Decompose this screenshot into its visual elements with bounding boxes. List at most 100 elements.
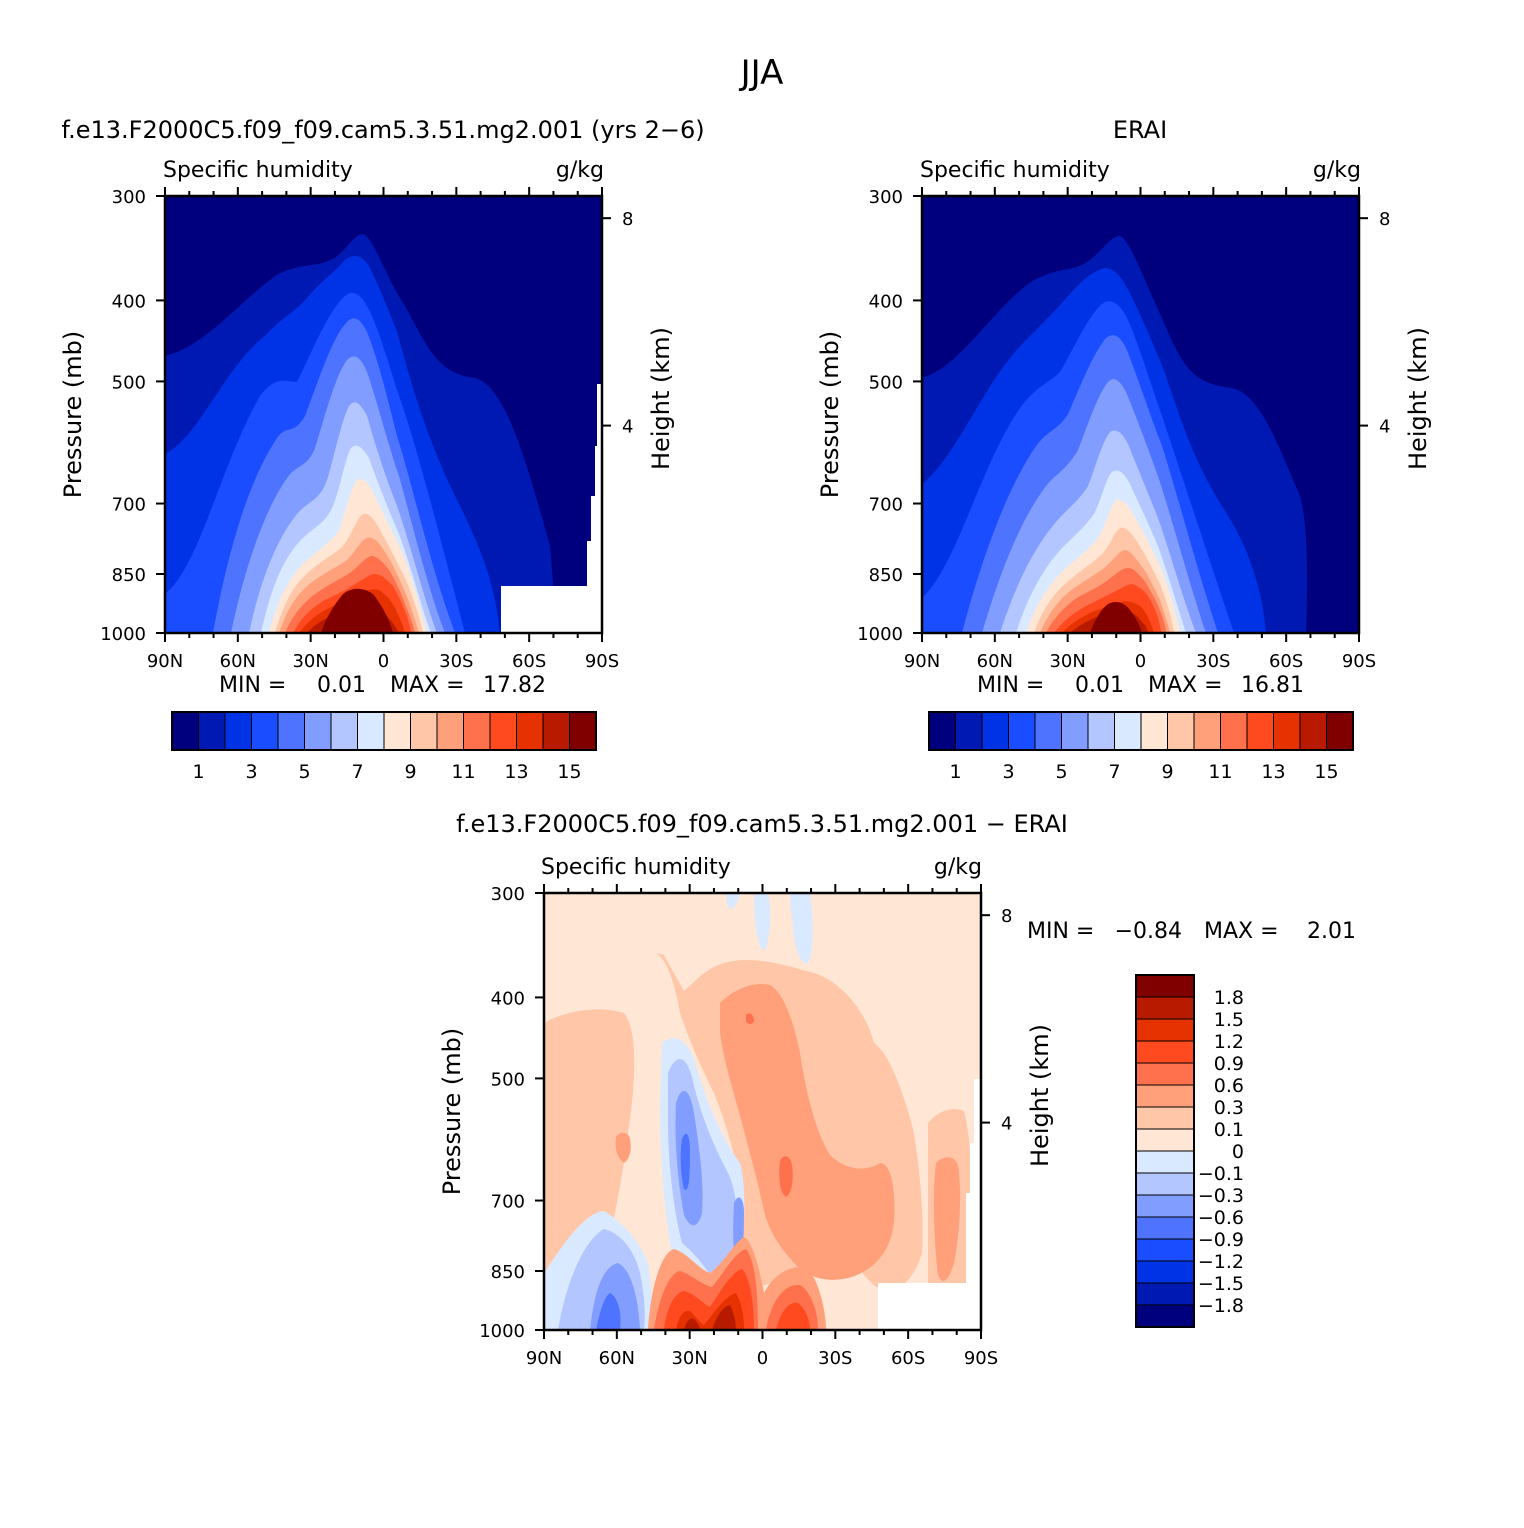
x-tick-label: 60S [891,1348,925,1369]
colorbar-swatch [1167,711,1195,751]
colorbar-swatch [1246,711,1274,751]
colorbar-frame [1135,974,1195,1328]
colorbar-swatch [1135,1238,1195,1262]
contour-band-level-15 [321,588,393,633]
colorbar-swatch [198,711,226,751]
y-tick-label: 1000 [479,1321,525,1342]
contour-band-level-1.5-low [712,1305,736,1330]
colorbar-swatch [955,711,983,751]
colorbar-frame [928,711,1354,751]
y-tick-label: 700 [112,495,146,516]
colorbar-erai: 1 3 5 7 9 11 13 15 [928,711,1354,783]
colorbar-label: 1 [949,761,961,783]
units-label: g/kg [934,855,982,880]
colorbar-swatch [410,711,438,751]
y-tick-label: 850 [869,565,903,586]
min-value: 0.01 [317,673,366,698]
colorbar-label: −1.8 [1198,1295,1244,1317]
x-tick-label: 60N [220,651,256,672]
x-tick-label: 60N [977,651,1013,672]
colorbar-swatch [277,711,305,751]
x-tick-label: 90N [904,651,940,672]
x-tick-label: 90N [526,1348,562,1369]
height-tick-label: 8 [1001,906,1012,927]
min-value: −0.84 [1115,919,1182,944]
panel-title-difference: f.e13.F2000C5.f09_f09.cam5.3.51.mg2.001 … [456,810,1068,838]
colorbar-label: 1.8 [1214,987,1244,1009]
y-tick-label: 500 [869,372,903,393]
y-tick-label: 300 [112,187,146,208]
max-label: MAX = [390,673,465,698]
figure-title: JJA [739,53,784,93]
colorbar-swatch [251,711,279,751]
y-tick-label: 700 [869,495,903,516]
colorbar-swatch [981,711,1009,751]
colorbar-label: 11 [451,761,475,783]
y-axis-label-right: Height (km) [1404,327,1432,470]
contour-band-level-0 [726,893,740,909]
colorbar-label: 0.1 [1214,1119,1244,1141]
x-tick-label: 30N [292,651,328,672]
colorbar-swatch [1135,1084,1195,1108]
colorbar-swatch [1135,1150,1195,1174]
colorbar-label: 0 [1232,1141,1244,1163]
contour-band-level-0 [754,893,771,950]
colorbar-label: −0.6 [1198,1207,1244,1229]
y-axis-label: Pressure (mb) [438,1028,466,1195]
colorbar-swatch [1193,711,1221,751]
y-axis-label: Pressure (mb) [816,331,844,498]
x-tick-label: 0 [1135,651,1146,672]
axes-erai: 90N 60N 30N 0 30S 60S 90S 300 400 500 700 850 1000 8 4… [816,187,1432,672]
colorbar-swatch [1299,711,1327,751]
missing-data-region [501,384,602,633]
colorbar-swatch [542,711,570,751]
colorbar-label: 13 [1261,761,1285,783]
min-label: MIN = [219,673,286,698]
colorbar-swatch [516,711,544,751]
height-tick-label: 4 [622,417,633,438]
colorbar-swatch [330,711,358,751]
contour-band-level-0.6 [779,1156,793,1197]
x-tick-label: 60S [512,651,546,672]
colorbar-swatch [1135,1216,1195,1240]
colorbar-label: 1.2 [1214,1031,1244,1053]
colorbar-swatch [569,711,597,751]
colorbar-swatch [1135,1260,1195,1284]
missing-data-region [878,1079,981,1330]
axes-model: 90N 60N 30N 0 30S 60S 90S 300 400 500 700 850 1000 8 4… [59,187,675,672]
variable-label: Specific humidity [920,158,1110,183]
x-tick-label: 30S [1196,651,1230,672]
colorbar-label: −0.9 [1198,1229,1244,1251]
y-tick-label: 400 [869,291,903,312]
y-tick-label: 850 [112,565,146,586]
colorbar-swatch [1135,1040,1195,1064]
colorbar-swatch [1135,1062,1195,1086]
colorbar-swatch [1135,1304,1195,1328]
contour-band-level-0.3 [615,1132,631,1163]
colorbar-label: 5 [298,761,310,783]
y-tick-label: 300 [869,187,903,208]
colorbar-label: 15 [557,761,581,783]
colorbar-swatch [1135,1106,1195,1130]
contour-plot-difference [542,891,983,1332]
colorbar-swatch [1034,711,1062,751]
y-tick-label: 850 [491,1262,525,1283]
x-tick-label: 60N [599,1348,635,1369]
colorbar-swatch [1087,711,1115,751]
units-label: g/kg [1313,158,1361,183]
x-tick-label: 60S [1269,651,1303,672]
colorbar-label: 1 [192,761,204,783]
y-tick-label: 1000 [100,624,146,645]
colorbar-swatch [1135,974,1195,998]
min-label: MIN = [1027,919,1094,944]
contour-band-level-0 [790,893,813,964]
colorbar-label: 9 [404,761,416,783]
colorbar-swatch [1061,711,1089,751]
y-tick-label: 500 [112,372,146,393]
y-axis-label-right: Height (km) [647,327,675,470]
colorbar-label: 7 [351,761,363,783]
x-tick-label: 90N [147,651,183,672]
max-value: 16.81 [1241,673,1304,698]
colorbar-label: 0.9 [1214,1053,1244,1075]
panel-model: f.e13.F2000C5.f09_f09.cam5.3.51.mg2.001 … [59,116,705,783]
